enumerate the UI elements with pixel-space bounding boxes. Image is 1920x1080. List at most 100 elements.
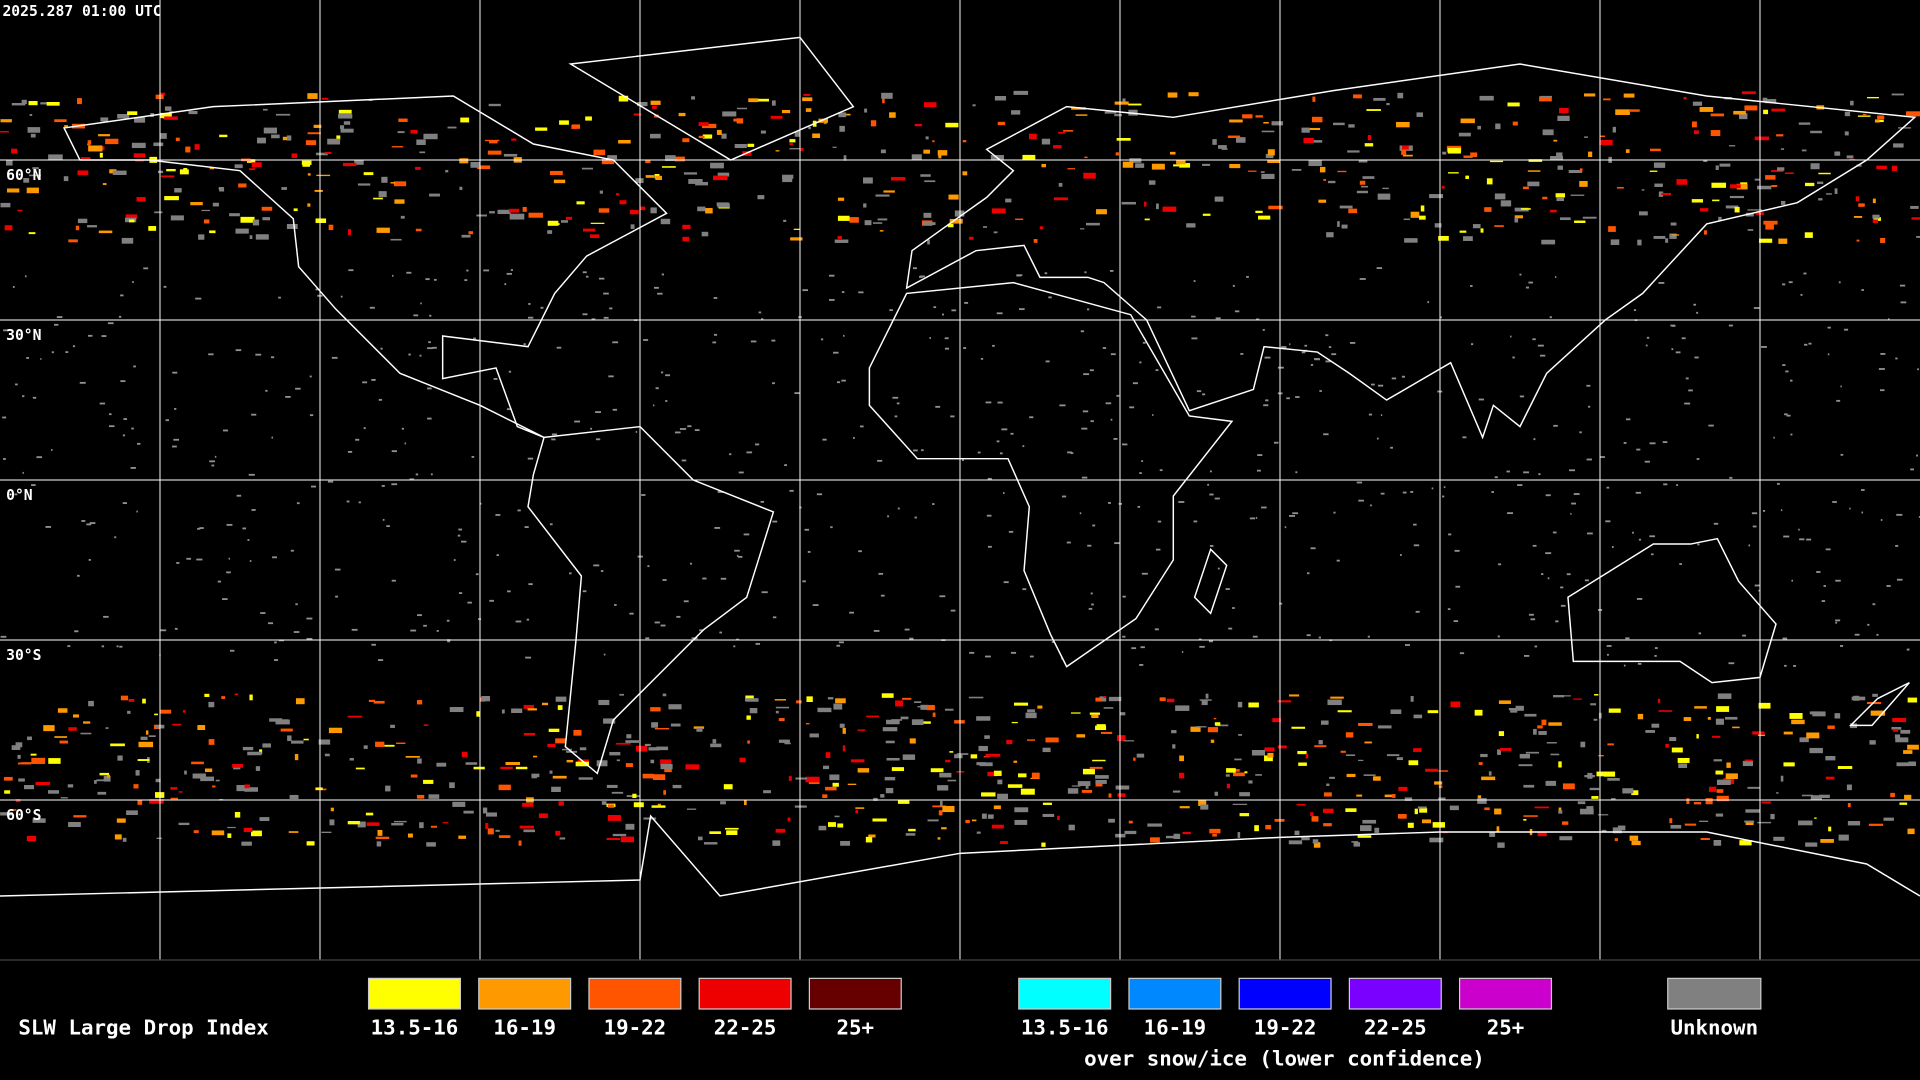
cloud-patch	[549, 770, 553, 774]
cloud-patch	[1832, 501, 1837, 503]
cloud-patch	[122, 837, 127, 842]
cloud-patch	[251, 413, 257, 416]
cloud-patch	[1788, 281, 1793, 284]
cloud-patch	[1279, 602, 1283, 605]
cloud-patch	[566, 759, 574, 763]
cloud-patch	[778, 718, 785, 722]
cloud-patch	[510, 269, 513, 271]
cloud-patch	[662, 693, 667, 697]
cloud-patch	[1310, 547, 1316, 550]
cloud-patch	[1053, 145, 1062, 149]
cloud-patch	[1898, 127, 1911, 129]
cloud-patch	[1417, 806, 1427, 809]
cloud-patch	[743, 533, 750, 536]
cloud-patch	[123, 418, 127, 420]
cloud-patch	[28, 232, 36, 235]
cloud-patch	[678, 112, 686, 117]
cloud-patch	[1637, 662, 1642, 665]
cloud-patch	[585, 116, 592, 121]
cloud-patch	[1711, 182, 1727, 188]
cloud-patch	[1029, 655, 1034, 658]
cloud-patch	[375, 836, 390, 840]
cloud-patch	[77, 574, 80, 577]
cloud-patch	[286, 135, 292, 141]
cloud-patch	[385, 785, 391, 792]
cloud-patch	[1209, 470, 1212, 473]
cloud-patch	[1800, 294, 1803, 296]
cloud-patch	[1678, 763, 1688, 768]
cloud-patch	[1110, 270, 1114, 272]
cloud-patch	[347, 715, 363, 718]
cloud-patch	[1525, 286, 1530, 289]
cloud-patch	[1671, 348, 1674, 351]
cloud-patch	[927, 819, 939, 822]
cloud-patch	[719, 631, 722, 634]
cloud-patch	[1527, 170, 1541, 172]
cloud-patch	[428, 794, 440, 799]
cloud-patch	[281, 187, 288, 190]
cloud-patch	[1751, 512, 1758, 515]
cloud-patch	[937, 150, 948, 156]
cloud-patch	[1089, 369, 1094, 372]
cloud-patch	[1880, 237, 1886, 243]
cloud-patch	[1071, 785, 1081, 787]
cloud-patch	[1332, 122, 1345, 126]
cloud-patch	[1497, 749, 1501, 755]
cloud-patch	[760, 500, 765, 503]
cloud-patch	[1739, 113, 1748, 120]
cloud-patch	[394, 199, 405, 204]
cloud-patch	[1891, 165, 1898, 171]
cloud-patch	[721, 133, 727, 139]
cloud-patch	[102, 183, 107, 186]
cloud-patch	[660, 624, 666, 627]
cloud-patch	[500, 766, 513, 769]
cloud-patch	[1337, 221, 1340, 227]
cloud-patch	[229, 649, 235, 652]
cloud-patch	[430, 825, 438, 828]
cloud-patch	[489, 211, 495, 214]
cloud-patch	[1688, 389, 1693, 392]
cloud-patch	[855, 809, 858, 814]
cloud-patch	[923, 149, 930, 154]
cloud-patch	[354, 160, 364, 165]
cloud-patch	[1736, 183, 1748, 190]
cloud-patch	[67, 784, 74, 788]
cloud-patch	[1825, 548, 1831, 551]
cloud-patch	[1638, 538, 1642, 541]
cloud-patch	[335, 595, 339, 598]
cloud-patch	[1763, 220, 1778, 225]
cloud-patch	[1712, 735, 1721, 738]
legend-swatch	[367, 977, 462, 1010]
cloud-patch	[1298, 762, 1307, 766]
cloud-patch	[556, 346, 562, 349]
cloud-patch	[262, 743, 271, 748]
cloud-patch	[193, 830, 199, 834]
cloud-patch	[1042, 813, 1055, 817]
cloud-patch	[1014, 702, 1029, 706]
cloud-patch	[1157, 520, 1162, 523]
cloud-patch	[1823, 585, 1826, 587]
cloud-patch	[127, 111, 138, 115]
cloud-patch	[357, 821, 366, 828]
cloud-patch	[991, 824, 1004, 829]
cloud-patch	[1015, 218, 1024, 221]
cloud-patch	[976, 716, 991, 721]
cloud-patch	[340, 125, 345, 130]
cloud-patch	[1679, 563, 1682, 565]
cloud-patch	[1167, 92, 1178, 98]
cloud-patch	[1217, 567, 1220, 570]
cloud-patch	[487, 150, 502, 155]
cloud-patch	[972, 104, 976, 107]
cloud-patch	[1651, 723, 1660, 728]
cloud-patch	[6, 159, 13, 166]
cloud-patch	[249, 168, 256, 171]
cloud-patch	[794, 131, 800, 137]
cloud-patch	[1172, 790, 1181, 793]
cloud-patch	[883, 190, 895, 193]
cloud-patch	[1151, 163, 1165, 170]
cloud-patch	[603, 653, 606, 656]
cloud-patch	[519, 825, 534, 829]
cloud-patch	[1654, 654, 1657, 657]
cloud-patch	[1129, 406, 1135, 409]
cloud-patch	[1495, 123, 1501, 130]
